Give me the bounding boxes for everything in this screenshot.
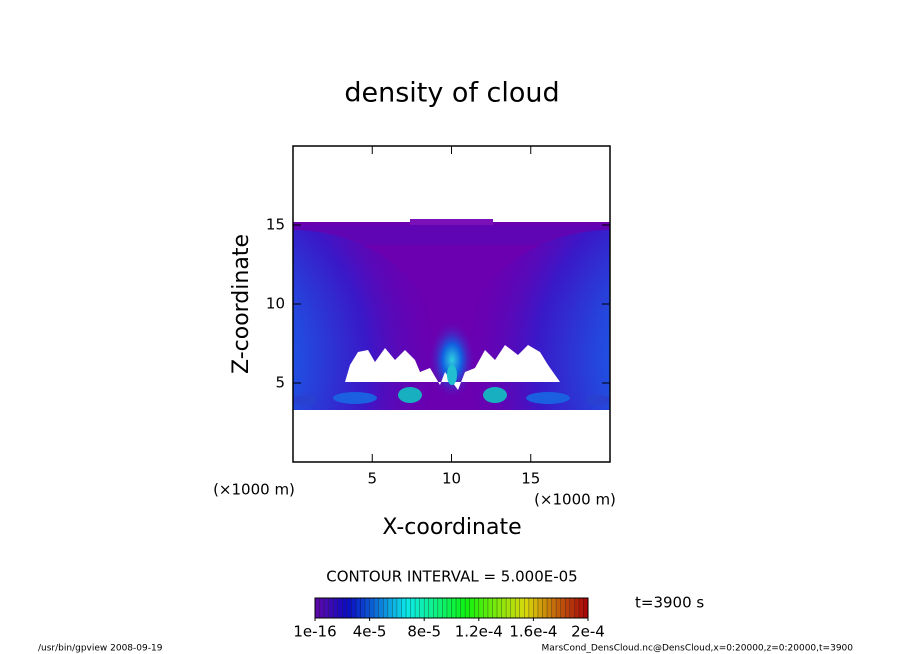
colorbar-band xyxy=(583,598,588,618)
colorbar-frame xyxy=(314,597,589,619)
colorbar-band xyxy=(547,598,552,618)
colorbar: 1e-16 4e-5 8e-5 1.2e-4 1.6e-4 2e-4 xyxy=(293,597,605,641)
footer-right: MarsCond_DensCloud.nc@DensCloud,x=0:2000… xyxy=(542,644,854,654)
x-tick-label: 10 xyxy=(442,470,461,488)
colorbar-band xyxy=(542,598,548,618)
x-tick-label: 5 xyxy=(367,470,377,488)
time-label: t=3900 s xyxy=(635,594,704,612)
colorbar-band xyxy=(506,598,511,618)
colorbar-band xyxy=(346,598,352,618)
colorbar-band xyxy=(315,598,320,618)
colorbar-band xyxy=(533,598,538,618)
chart-title: density of cloud xyxy=(344,78,559,109)
colorbar-band xyxy=(351,598,356,618)
colorbar-band xyxy=(342,598,347,618)
colorbar-band xyxy=(569,598,575,618)
colorbar-band xyxy=(360,598,366,618)
colorbar-band xyxy=(492,598,497,618)
colorbar-band xyxy=(528,598,534,618)
colorbar-band xyxy=(428,598,434,618)
colorbar-band xyxy=(396,598,402,618)
contour-interval: CONTOUR INTERVAL = 5.000E-05 xyxy=(326,568,577,586)
y-tick-label: 10 xyxy=(266,295,285,313)
colorbar-band xyxy=(437,598,443,618)
colorbar-band xyxy=(419,598,425,618)
y-tick-label: 5 xyxy=(275,374,285,392)
colorbar-band xyxy=(442,598,447,618)
x-unit: (×1000 m) xyxy=(534,491,616,509)
colorbar-band xyxy=(487,598,493,618)
colorbar-band xyxy=(556,598,561,618)
colorbar-band xyxy=(469,598,475,618)
colorbar-tick-label: 1.2e-4 xyxy=(455,623,503,641)
colorbar-band xyxy=(501,598,507,618)
colorbar-band xyxy=(537,598,543,618)
colorbar-band xyxy=(433,598,438,618)
y-axis-label: Z-coordinate xyxy=(229,234,254,374)
colorbar-band xyxy=(392,598,397,618)
colorbar-band xyxy=(401,598,406,618)
x-axis-label: X-coordinate xyxy=(382,515,521,540)
colorbar-tick-label: 8e-5 xyxy=(407,623,441,641)
colorbar-band xyxy=(424,598,429,618)
colorbar-band xyxy=(406,598,411,618)
colorbar-band xyxy=(355,598,361,618)
colorbar-band xyxy=(560,598,566,618)
colorbar-band xyxy=(451,598,457,618)
colorbar-band xyxy=(378,598,384,618)
colorbar-band xyxy=(551,598,557,618)
colorbar-band xyxy=(524,598,529,618)
contour-field xyxy=(293,219,610,462)
colorbar-band xyxy=(337,598,343,618)
colorbar-band xyxy=(365,598,370,618)
colorbar-band xyxy=(478,598,484,618)
colorbar-band xyxy=(574,598,579,618)
colorbar-band xyxy=(510,598,516,618)
x-tick-label: 15 xyxy=(521,470,540,488)
footer-left: /usr/bin/gpview 2008-09-19 xyxy=(38,644,163,654)
colorbar-band xyxy=(460,598,466,618)
y-unit: (×1000 m) xyxy=(213,481,295,499)
colorbar-tick-label: 2e-4 xyxy=(571,623,605,641)
colorbar-band xyxy=(465,598,470,618)
colorbar-band xyxy=(474,598,479,618)
colorbar-band xyxy=(515,598,520,618)
colorbar-band xyxy=(415,598,420,618)
colorbar-band xyxy=(565,598,570,618)
colorbar-band xyxy=(319,598,325,618)
colorbar-band xyxy=(446,598,452,618)
colorbar-tick-label: 1e-16 xyxy=(293,623,336,641)
colorbar-band xyxy=(333,598,338,618)
colorbar-band xyxy=(410,598,416,618)
y-tick-label: 15 xyxy=(266,216,285,234)
colorbar-band xyxy=(483,598,488,618)
colorbar-band xyxy=(456,598,461,618)
colorbar-band xyxy=(328,598,334,618)
colorbar-band xyxy=(369,598,375,618)
colorbar-band xyxy=(383,598,388,618)
colorbar-band xyxy=(387,598,393,618)
colorbar-tick-label: 1.6e-4 xyxy=(509,623,557,641)
colorbar-band xyxy=(374,598,379,618)
colorbar-band xyxy=(497,598,502,618)
colorbar-band xyxy=(519,598,525,618)
colorbar-band xyxy=(578,598,584,618)
colorbar-tick-label: 4e-5 xyxy=(353,623,387,641)
colorbar-band xyxy=(324,598,329,618)
